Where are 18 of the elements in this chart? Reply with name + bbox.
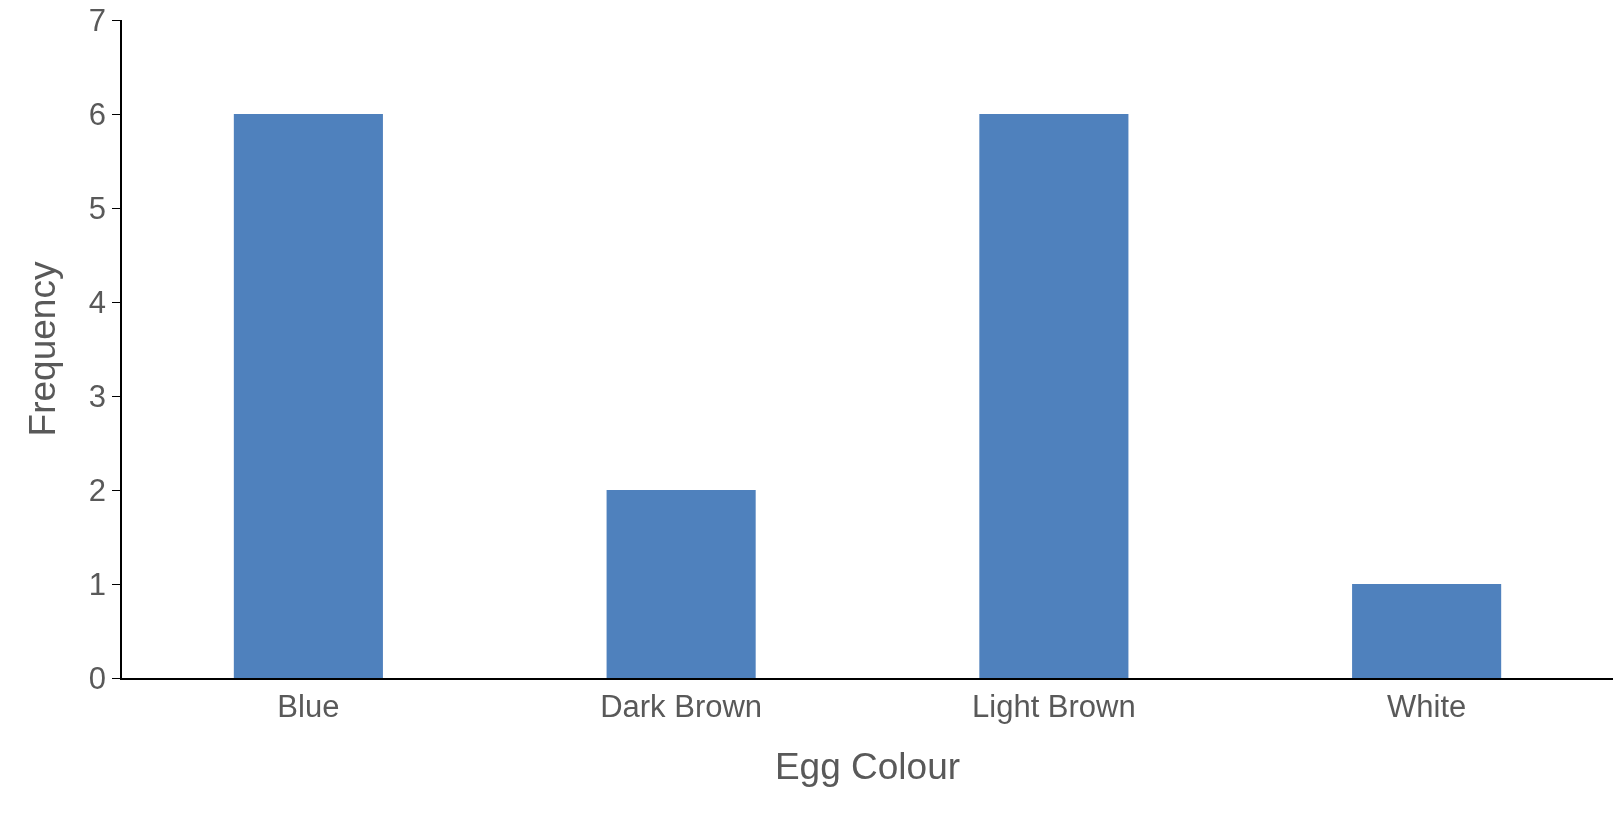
y-tick-label: 1 — [88, 566, 107, 602]
y-tick-label: 0 — [88, 660, 107, 696]
y-tick-label: 6 — [88, 96, 107, 132]
x-tick-label: Light Brown — [972, 688, 1136, 724]
bar — [1352, 584, 1502, 678]
y-tick-label: 5 — [88, 190, 107, 226]
y-tick-label: 3 — [88, 378, 107, 414]
x-axis-title: Egg Colour — [774, 745, 961, 787]
bar — [233, 114, 383, 678]
y-tick-label: 4 — [88, 284, 107, 320]
x-tick-label: White — [1387, 688, 1467, 724]
bar — [606, 490, 756, 678]
x-tick-label: Dark Brown — [600, 688, 763, 724]
bar — [979, 114, 1129, 678]
y-tick-label: 7 — [88, 2, 107, 38]
y-axis-title: Frequency — [21, 261, 63, 437]
x-tick-label: Blue — [277, 688, 340, 724]
y-tick-label: 2 — [88, 472, 107, 508]
